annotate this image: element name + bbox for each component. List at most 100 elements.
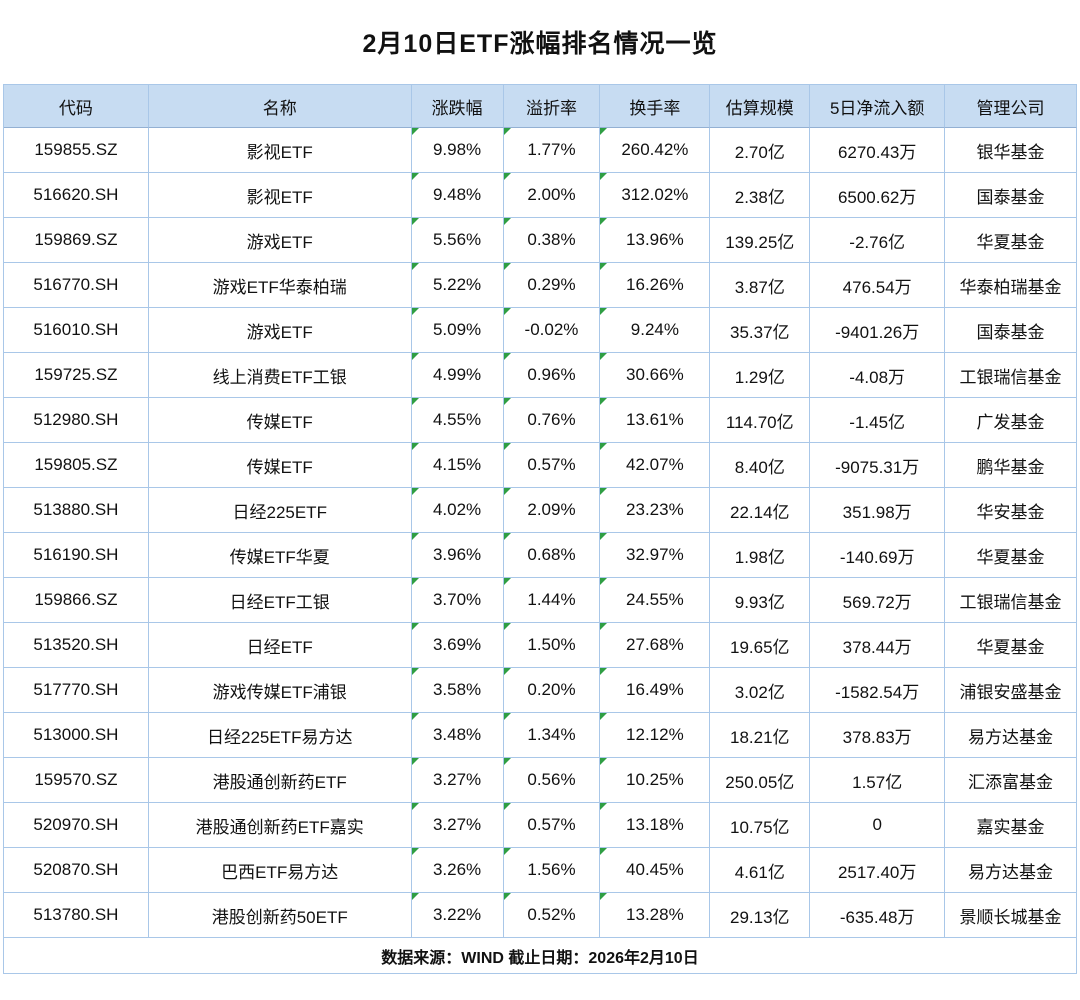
cell-corner-marker-icon — [503, 488, 511, 495]
table-cell: 工银瑞信基金 — [945, 578, 1077, 623]
table-cell: 游戏ETF — [148, 218, 412, 263]
cell-corner-marker-icon — [503, 713, 511, 720]
cell-corner-marker-icon — [600, 308, 608, 315]
cell-corner-marker-icon — [600, 533, 608, 540]
cell-corner-marker-icon — [411, 578, 419, 585]
table-cell: 378.44万 — [810, 623, 946, 668]
cell-corner-marker-icon — [503, 848, 511, 855]
table-cell: 16.49% — [600, 668, 711, 713]
table-cell: 13.96% — [600, 218, 711, 263]
table-cell: 9.24% — [600, 308, 711, 353]
table-row: 513520.SH 日经ETF 3.69% 1.50% 27.68% 19.65亿 378.… — [4, 623, 1077, 668]
table-cell: 3.26% — [411, 848, 504, 893]
cell-corner-marker-icon — [411, 398, 419, 405]
table-cell: 易方达基金 — [945, 713, 1077, 758]
cell-corner-marker-icon — [600, 173, 608, 180]
table-cell: 5.56% — [411, 218, 504, 263]
table-cell: 0.96% — [503, 353, 601, 398]
table-cell: 4.61亿 — [710, 848, 811, 893]
table-cell: 4.02% — [411, 488, 504, 533]
cell-corner-marker-icon — [411, 308, 419, 315]
table-cell: 2.70亿 — [710, 128, 811, 173]
table-cell: 3.27% — [411, 758, 504, 803]
cell-corner-marker-icon — [503, 353, 511, 360]
table-cell: 3.02亿 — [710, 668, 811, 713]
table-cell: 19.65亿 — [710, 623, 811, 668]
cell-corner-marker-icon — [600, 353, 608, 360]
table-cell: 1.44% — [503, 578, 601, 623]
table-cell: 广发基金 — [945, 398, 1077, 443]
cell-corner-marker-icon — [411, 623, 419, 630]
cell-corner-marker-icon — [411, 713, 419, 720]
column-header: 代码 — [4, 85, 149, 128]
table-cell: 22.14亿 — [710, 488, 811, 533]
cell-corner-marker-icon — [600, 848, 608, 855]
table-cell: 1.50% — [503, 623, 601, 668]
table-cell: -4.08万 — [810, 353, 946, 398]
table-cell: 13.18% — [600, 803, 711, 848]
table-cell: 国泰基金 — [945, 308, 1077, 353]
table-cell: 40.45% — [600, 848, 711, 893]
table-cell: 0.76% — [503, 398, 601, 443]
table-cell: 传媒ETF华夏 — [148, 533, 412, 578]
cell-corner-marker-icon — [503, 533, 511, 540]
cell-corner-marker-icon — [600, 578, 608, 585]
table-row: 513000.SH 日经225ETF易方达 3.48% 1.34% 12.12% 18.2… — [4, 713, 1077, 758]
table-cell: 159570.SZ — [4, 758, 149, 803]
table-cell: 日经225ETF易方达 — [148, 713, 412, 758]
table-cell: 0.57% — [503, 443, 601, 488]
cell-corner-marker-icon — [600, 398, 608, 405]
table-cell: 华夏基金 — [945, 218, 1077, 263]
table-cell: 3.27% — [411, 803, 504, 848]
cell-corner-marker-icon — [503, 308, 511, 315]
table-cell: 景顺长城基金 — [945, 893, 1077, 938]
cell-corner-marker-icon — [411, 173, 419, 180]
cell-corner-marker-icon — [411, 848, 419, 855]
table-cell: 0.29% — [503, 263, 601, 308]
table-cell: 线上消费ETF工银 — [148, 353, 412, 398]
table-row: 159570.SZ 港股通创新药ETF 3.27% 0.56% 10.25% 250.05… — [4, 758, 1077, 803]
table-cell: 513520.SH — [4, 623, 149, 668]
table-cell: 2.00% — [503, 173, 601, 218]
cell-corner-marker-icon — [411, 128, 419, 135]
cell-corner-marker-icon — [600, 893, 608, 900]
table-cell: 24.55% — [600, 578, 711, 623]
table-cell: 159805.SZ — [4, 443, 149, 488]
table-cell: 影视ETF — [148, 128, 412, 173]
page-title: 2月10日ETF涨幅排名情况一览 — [362, 30, 718, 58]
table-cell: 3.87亿 — [710, 263, 811, 308]
cell-corner-marker-icon — [411, 668, 419, 675]
table-cell: 0.20% — [503, 668, 601, 713]
table-cell: 4.15% — [411, 443, 504, 488]
table-row: 517770.SH 游戏传媒ETF浦银 3.58% 0.20% 16.49% 3.02亿 -… — [4, 668, 1077, 713]
table-cell: 3.48% — [411, 713, 504, 758]
table-body: 159855.SZ 影视ETF 9.98% 1.77% 260.42% 2.70亿 6270… — [4, 128, 1077, 938]
table-cell: 516620.SH — [4, 173, 149, 218]
data-source-note: 数据来源：WIND 截止日期：2026年2月10日 — [381, 949, 699, 967]
table-cell: 517770.SH — [4, 668, 149, 713]
cell-corner-marker-icon — [411, 758, 419, 765]
table-cell: 华夏基金 — [945, 623, 1077, 668]
table-cell: 42.07% — [600, 443, 711, 488]
cell-corner-marker-icon — [503, 263, 511, 270]
table-cell: 游戏传媒ETF浦银 — [148, 668, 412, 713]
table-cell: 游戏ETF — [148, 308, 412, 353]
table-cell: 10.75亿 — [710, 803, 811, 848]
table-cell: -9401.26万 — [810, 308, 946, 353]
table-cell: 9.93亿 — [710, 578, 811, 623]
cell-corner-marker-icon — [411, 893, 419, 900]
table-row: 513780.SH 港股创新药50ETF 3.22% 0.52% 13.28% 29.13… — [4, 893, 1077, 938]
table-cell: 1.29亿 — [710, 353, 811, 398]
table-cell: 312.02% — [600, 173, 711, 218]
column-header: 溢折率 — [503, 85, 601, 128]
cell-corner-marker-icon — [411, 218, 419, 225]
table-cell: 12.12% — [600, 713, 711, 758]
table-cell: 工银瑞信基金 — [945, 353, 1077, 398]
table-cell: 516010.SH — [4, 308, 149, 353]
table-cell: -140.69万 — [810, 533, 946, 578]
table-cell: 250.05亿 — [710, 758, 811, 803]
table-cell: 3.70% — [411, 578, 504, 623]
cell-corner-marker-icon — [600, 668, 608, 675]
cell-corner-marker-icon — [503, 578, 511, 585]
table-cell: -1.45亿 — [810, 398, 946, 443]
